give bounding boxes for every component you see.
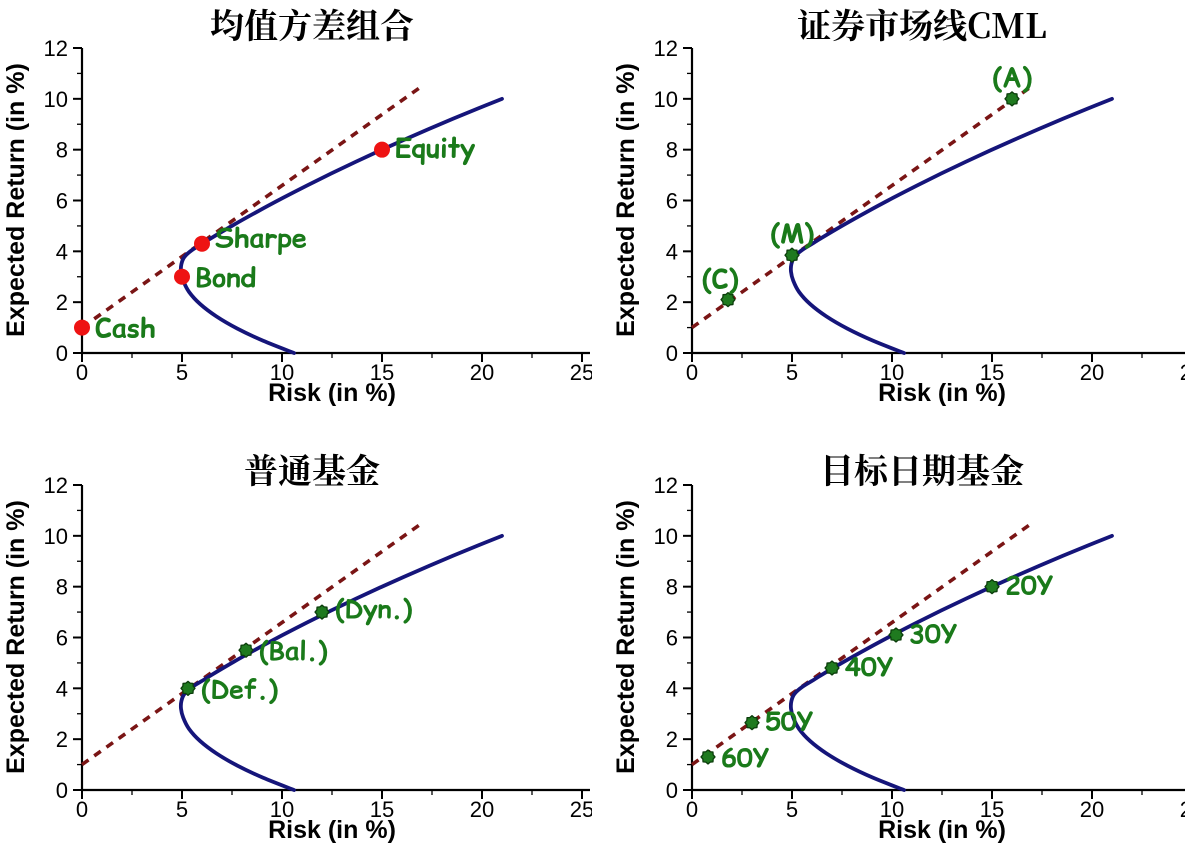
svg-text:0: 0 (56, 778, 68, 803)
svg-text:6: 6 (56, 189, 68, 214)
svg-text:2: 2 (666, 290, 678, 315)
svg-text:50Y: 50Y (765, 704, 814, 740)
svg-text:Equity: Equity (395, 131, 475, 168)
svg-text:25: 25 (1180, 797, 1185, 822)
svg-text:6: 6 (56, 626, 68, 651)
svg-text:10: 10 (44, 87, 68, 112)
svg-text:10: 10 (44, 524, 68, 549)
svg-text:30Y: 30Y (909, 616, 958, 652)
svg-text:8: 8 (666, 575, 678, 600)
svg-text:普通基金: 普通基金 (244, 444, 380, 493)
svg-text:12: 12 (654, 36, 678, 61)
svg-text:Expected Return (in %): Expected Return (in %) (2, 500, 30, 774)
svg-text:5: 5 (176, 797, 188, 822)
svg-text:2: 2 (666, 727, 678, 752)
svg-text:0: 0 (686, 797, 698, 822)
svg-text:20: 20 (1080, 360, 1104, 385)
svg-text:20: 20 (1080, 797, 1104, 822)
svg-text:(Dyn.): (Dyn.) (335, 591, 413, 627)
svg-text:10: 10 (654, 87, 678, 112)
svg-text:5: 5 (176, 360, 188, 385)
svg-text:Risk (in %): Risk (in %) (268, 816, 396, 843)
svg-text:Risk (in %): Risk (in %) (878, 379, 1006, 407)
svg-text:均值方差组合: 均值方差组合 (210, 0, 414, 48)
svg-text:(M): (M) (770, 216, 814, 253)
svg-text:Cash: Cash (95, 311, 155, 348)
svg-text:Risk (in %): Risk (in %) (268, 379, 396, 407)
svg-text:0: 0 (76, 797, 88, 822)
svg-text:10: 10 (654, 524, 678, 549)
svg-text:(Bal.): (Bal.) (259, 633, 328, 669)
svg-text:6: 6 (666, 626, 678, 651)
svg-text:8: 8 (666, 138, 678, 163)
svg-text:12: 12 (44, 36, 68, 61)
svg-text:Sharpe: Sharpe (215, 221, 307, 258)
svg-text:Risk (in %): Risk (in %) (878, 816, 1006, 843)
svg-text:4: 4 (56, 676, 68, 701)
svg-text:Expected Return (in %): Expected Return (in %) (2, 63, 30, 337)
svg-text:0: 0 (76, 360, 88, 385)
svg-text:0: 0 (686, 360, 698, 385)
svg-text:6: 6 (666, 189, 678, 214)
svg-text:12: 12 (44, 473, 68, 498)
svg-text:8: 8 (56, 138, 68, 163)
svg-text:Expected Return (in %): Expected Return (in %) (612, 500, 640, 774)
svg-text:40Y: 40Y (845, 649, 894, 685)
svg-text:20: 20 (470, 797, 494, 822)
svg-text:2: 2 (56, 727, 68, 752)
svg-text:25: 25 (1180, 360, 1185, 385)
svg-text:证券市场线CML: 证券市场线CML (797, 0, 1047, 48)
svg-text:20Y: 20Y (1005, 568, 1054, 604)
svg-text:8: 8 (56, 575, 68, 600)
svg-text:(A): (A) (992, 60, 1032, 97)
svg-text:4: 4 (666, 239, 678, 264)
svg-text:12: 12 (654, 473, 678, 498)
svg-text:0: 0 (56, 341, 68, 366)
svg-text:60Y: 60Y (721, 740, 770, 776)
svg-text:4: 4 (666, 676, 678, 701)
svg-text:0: 0 (666, 341, 678, 366)
svg-text:5: 5 (786, 797, 798, 822)
svg-text:(C): (C) (702, 262, 739, 299)
svg-text:5: 5 (786, 360, 798, 385)
svg-text:目标日期基金: 目标日期基金 (820, 444, 1024, 493)
svg-text:4: 4 (56, 239, 68, 264)
svg-text:2: 2 (56, 290, 68, 315)
svg-text:20: 20 (470, 360, 494, 385)
svg-text:(Def.): (Def.) (201, 671, 278, 707)
svg-text:Bond: Bond (195, 260, 256, 297)
svg-text:25: 25 (570, 797, 592, 822)
svg-text:25: 25 (570, 360, 592, 385)
svg-text:Expected Return (in %): Expected Return (in %) (612, 63, 640, 337)
svg-text:0: 0 (666, 778, 678, 803)
